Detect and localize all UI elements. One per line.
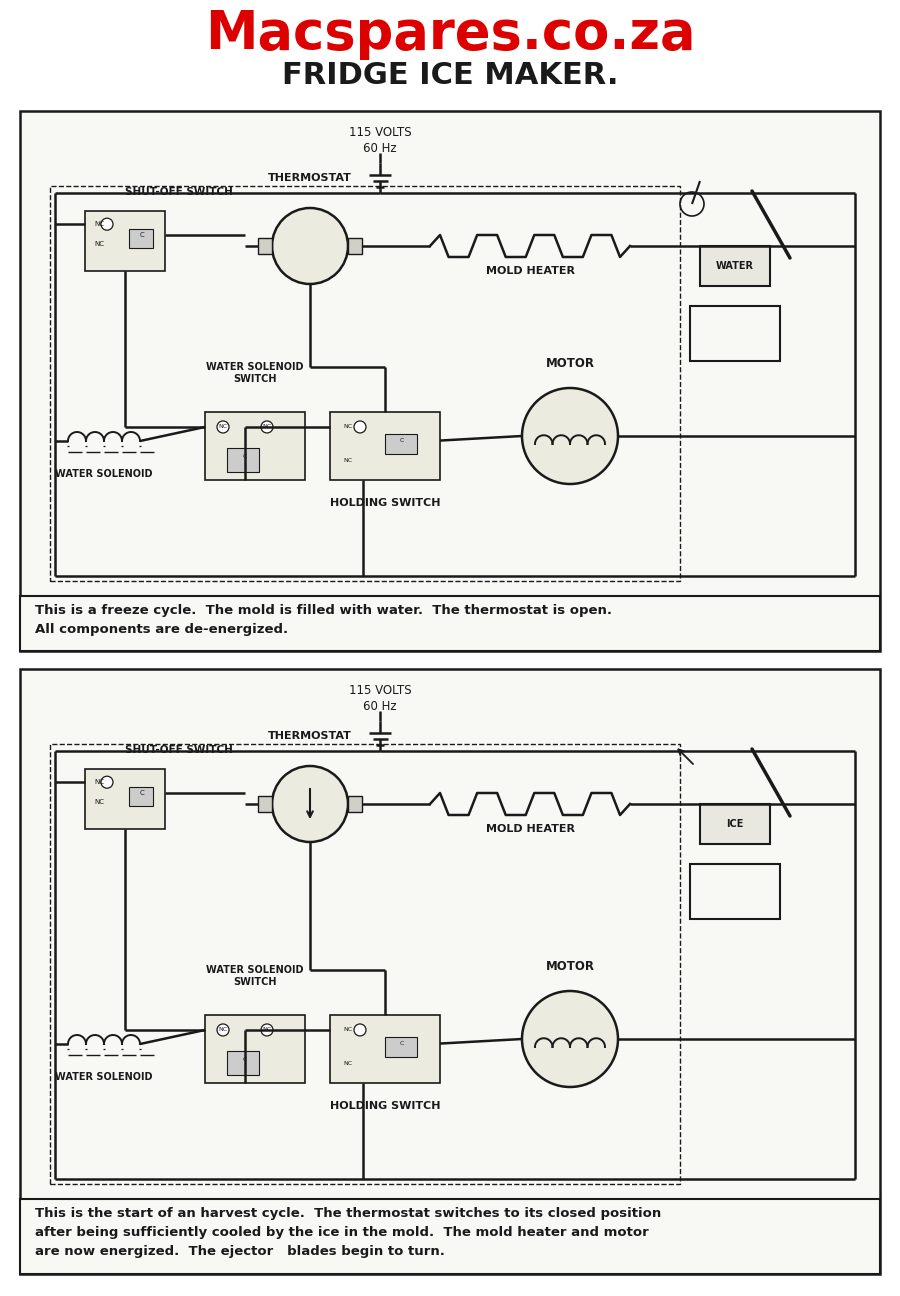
Text: WATER SOLENOID
SWITCH: WATER SOLENOID SWITCH: [206, 966, 304, 988]
Bar: [227, 1051, 259, 1074]
Text: MOLD HEATER: MOLD HEATER: [485, 824, 574, 835]
Circle shape: [522, 388, 618, 483]
Bar: [20, 669, 880, 1274]
Text: 115 VOLTS
60 Hz: 115 VOLTS 60 Hz: [348, 126, 411, 156]
Text: WATER SOLENOID: WATER SOLENOID: [55, 1072, 153, 1082]
Text: This is a freeze cycle.  The mold is filled with water.  The thermostat is open.: This is a freeze cycle. The mold is fill…: [35, 604, 612, 636]
Text: THERMOSTAT: THERMOSTAT: [268, 172, 352, 183]
Bar: [20, 596, 880, 651]
Text: HOLDING SWITCH: HOLDING SWITCH: [329, 1102, 440, 1111]
Bar: [20, 1199, 880, 1274]
Text: C: C: [243, 454, 248, 459]
Bar: [129, 787, 153, 806]
Circle shape: [354, 1024, 366, 1036]
Circle shape: [354, 421, 366, 433]
Text: WATER: WATER: [716, 260, 754, 271]
Text: NC: NC: [344, 425, 353, 429]
Circle shape: [261, 1024, 273, 1036]
Bar: [205, 412, 305, 480]
Bar: [258, 238, 272, 254]
Text: Macspares.co.za: Macspares.co.za: [205, 8, 695, 60]
Text: WATER SOLENOID
SWITCH: WATER SOLENOID SWITCH: [206, 362, 304, 385]
Text: SHUT-OFF SWITCH: SHUT-OFF SWITCH: [125, 187, 233, 197]
Text: NC: NC: [94, 222, 104, 227]
Circle shape: [217, 421, 229, 433]
Text: WATER SOLENOID: WATER SOLENOID: [55, 469, 153, 480]
Bar: [385, 1037, 417, 1058]
Bar: [690, 864, 780, 919]
Text: NC: NC: [219, 425, 228, 429]
Text: C: C: [140, 232, 144, 238]
Circle shape: [261, 421, 273, 433]
Circle shape: [101, 218, 113, 231]
Bar: [700, 804, 770, 844]
Text: NC: NC: [344, 1028, 353, 1033]
Text: SHUT-OFF SWITCH: SHUT-OFF SWITCH: [125, 745, 233, 756]
Text: C: C: [140, 791, 144, 796]
Text: C: C: [243, 1056, 248, 1061]
Bar: [330, 412, 440, 480]
Text: THERMOSTAT: THERMOSTAT: [268, 731, 352, 741]
Text: HOLDING SWITCH: HOLDING SWITCH: [329, 498, 440, 508]
Text: NC: NC: [94, 779, 104, 785]
Text: ICE: ICE: [726, 819, 743, 829]
Text: MOTOR: MOTOR: [545, 356, 595, 369]
Text: This is the start of an harvest cycle.  The thermostat switches to its closed po: This is the start of an harvest cycle. T…: [35, 1207, 662, 1258]
Text: C: C: [400, 1041, 404, 1046]
Text: NC: NC: [263, 425, 272, 429]
Text: NC: NC: [94, 241, 104, 248]
Bar: [690, 306, 780, 362]
Circle shape: [101, 776, 113, 788]
Text: C: C: [400, 438, 404, 443]
Text: MOTOR: MOTOR: [545, 960, 595, 973]
Bar: [129, 229, 153, 249]
Bar: [205, 1015, 305, 1083]
Bar: [50, 187, 680, 581]
Bar: [50, 744, 680, 1185]
Circle shape: [217, 1024, 229, 1036]
Text: NC: NC: [94, 800, 104, 805]
Bar: [85, 769, 165, 829]
Bar: [348, 238, 362, 254]
Text: NC: NC: [263, 1028, 272, 1033]
Bar: [227, 448, 259, 472]
Bar: [330, 1015, 440, 1083]
Bar: [385, 434, 417, 454]
Text: NC: NC: [344, 1061, 353, 1067]
Circle shape: [272, 207, 348, 284]
Text: NC: NC: [344, 459, 353, 464]
Text: MOLD HEATER: MOLD HEATER: [485, 266, 574, 276]
Circle shape: [522, 991, 618, 1087]
Bar: [348, 796, 362, 813]
Bar: [700, 246, 770, 286]
Bar: [258, 796, 272, 813]
Text: FRIDGE ICE MAKER.: FRIDGE ICE MAKER.: [282, 61, 618, 91]
Bar: [20, 111, 880, 651]
Text: NC: NC: [219, 1028, 228, 1033]
Text: 115 VOLTS
60 Hz: 115 VOLTS 60 Hz: [348, 684, 411, 713]
Circle shape: [272, 766, 348, 842]
Bar: [85, 211, 165, 271]
